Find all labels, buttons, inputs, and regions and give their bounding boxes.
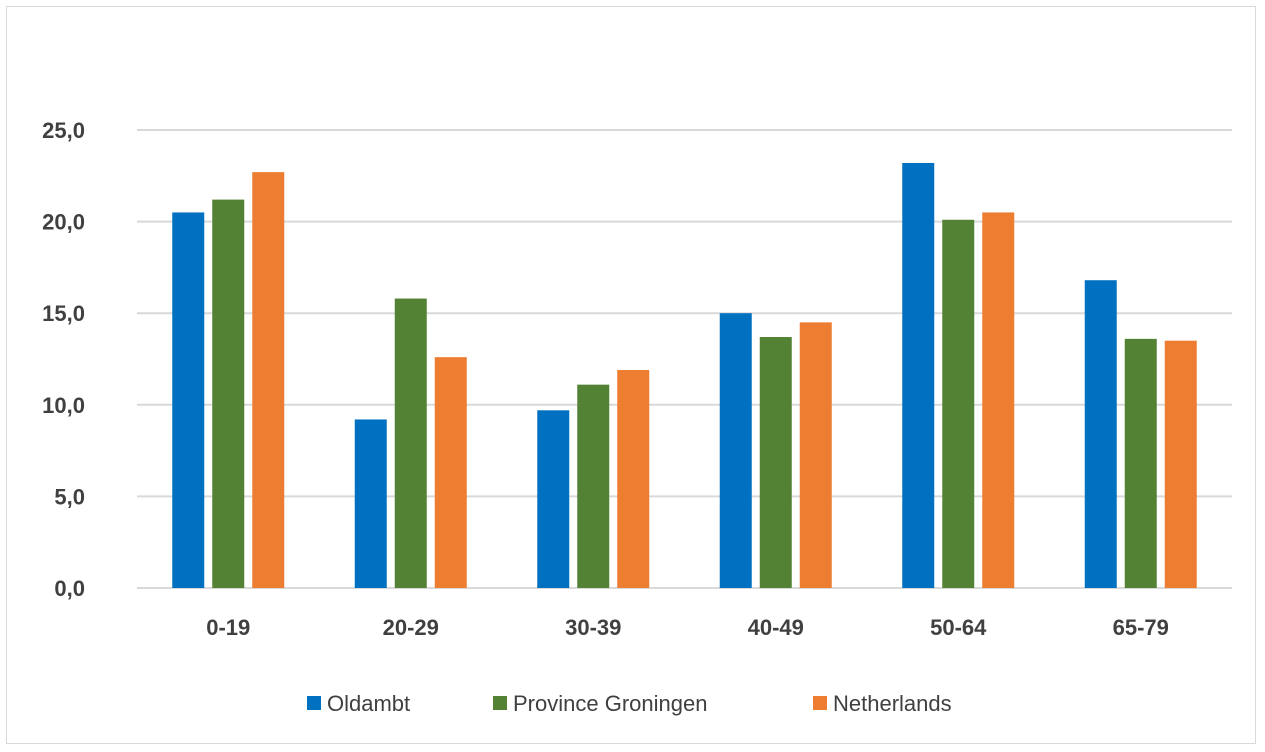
legend-swatch (813, 696, 827, 710)
x-tick-label: 20-29 (383, 615, 439, 640)
bar-chart: 0,0 5,0 10,0 15,0 20,0 25,0 0-19 20-29 30-39 40-… (42, 118, 1232, 716)
bar-province-groningen-20-29 (394, 298, 427, 588)
chart-frame: 0,0 5,0 10,0 15,0 20,0 25,0 0-19 20-29 30-39 40-… (6, 6, 1256, 744)
x-tick-label: 50-64 (930, 615, 987, 640)
bar-oldambt-65-79 (1084, 280, 1117, 588)
legend-swatch (307, 696, 321, 710)
x-tick-label: 30-39 (565, 615, 621, 640)
bar-province-groningen-30-39 (577, 384, 610, 588)
y-tick-label: 25,0 (42, 118, 85, 143)
bar-oldambt-30-39 (537, 410, 570, 588)
legend-label: Province Groningen (513, 691, 707, 716)
bar-oldambt-0-19 (172, 212, 205, 588)
bar-netherlands-65-79 (1164, 340, 1197, 588)
y-tick-label: 0,0 (54, 576, 85, 601)
bar-netherlands-50-64 (982, 212, 1015, 588)
legend: Oldambt Province Groningen Netherlands (307, 691, 952, 716)
bar-oldambt-50-64 (902, 162, 935, 588)
bar-netherlands-0-19 (252, 172, 285, 589)
gridlines (137, 129, 1232, 589)
x-axis-ticks: 0-19 20-29 30-39 40-49 50-64 65-79 (206, 615, 1169, 640)
y-axis-ticks: 0,0 5,0 10,0 15,0 20,0 25,0 (42, 118, 85, 601)
bar-netherlands-40-49 (799, 322, 832, 588)
bar-oldambt-20-29 (354, 419, 387, 588)
bar-province-groningen-40-49 (759, 337, 792, 588)
bar-oldambt-40-49 (719, 313, 752, 588)
x-tick-label: 40-49 (748, 615, 804, 640)
bar-netherlands-20-29 (434, 357, 467, 588)
y-tick-label: 20,0 (42, 210, 85, 235)
legend-swatch (493, 696, 507, 710)
bar-netherlands-30-39 (617, 369, 650, 588)
legend-label: Oldambt (327, 691, 410, 716)
y-tick-label: 5,0 (54, 484, 85, 509)
bar-province-groningen-50-64 (942, 219, 975, 588)
bar-province-groningen-0-19 (212, 199, 245, 588)
y-tick-label: 15,0 (42, 301, 85, 326)
y-tick-label: 10,0 (42, 393, 85, 418)
legend-label: Netherlands (833, 691, 952, 716)
x-tick-label: 65-79 (1113, 615, 1169, 640)
bars (172, 162, 1197, 589)
x-tick-label: 0-19 (206, 615, 250, 640)
bar-province-groningen-65-79 (1124, 338, 1157, 588)
